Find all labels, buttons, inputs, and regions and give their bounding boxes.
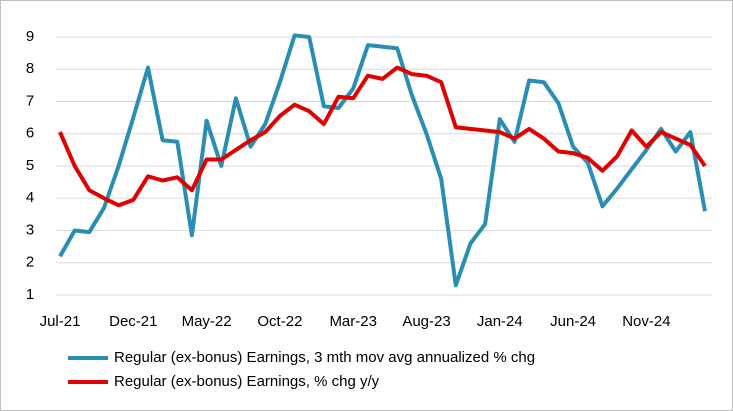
x-tick-label: May-22 — [182, 313, 232, 330]
y-tick-label: 3 — [26, 221, 34, 238]
y-tick-label: 7 — [26, 92, 34, 109]
legend-label: Regular (ex-bonus) Earnings, % chg y/y — [114, 373, 380, 390]
y-tick-label: 5 — [26, 157, 34, 174]
y-tick-label: 4 — [26, 189, 34, 206]
x-tick-label: Jan-24 — [477, 313, 523, 330]
y-tick-label: 1 — [26, 286, 34, 303]
x-tick-label: Oct-22 — [257, 313, 302, 330]
x-tick-label: Jul-21 — [40, 313, 81, 330]
legend-label: Regular (ex-bonus) Earnings, 3 mth mov a… — [114, 349, 535, 366]
y-tick-label: 6 — [26, 125, 34, 142]
x-tick-label: Nov-24 — [622, 313, 670, 330]
y-tick-label: 2 — [26, 254, 34, 271]
y-tick-label: 8 — [26, 60, 34, 77]
y-tick-label: 9 — [26, 28, 34, 45]
x-tick-label: Dec-21 — [109, 313, 157, 330]
x-tick-label: Aug-23 — [402, 313, 450, 330]
series-line — [58, 65, 707, 208]
x-tick-label: Mar-23 — [329, 313, 377, 330]
series-line — [58, 33, 707, 288]
x-tick-label: Jun-24 — [550, 313, 596, 330]
